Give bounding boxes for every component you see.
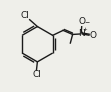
Text: O: O (89, 31, 96, 40)
Text: O: O (78, 17, 85, 26)
Text: +: + (83, 27, 88, 32)
Text: −: − (84, 20, 89, 25)
Text: N: N (78, 29, 85, 38)
Text: Cl: Cl (32, 70, 41, 79)
Text: Cl: Cl (21, 11, 30, 20)
